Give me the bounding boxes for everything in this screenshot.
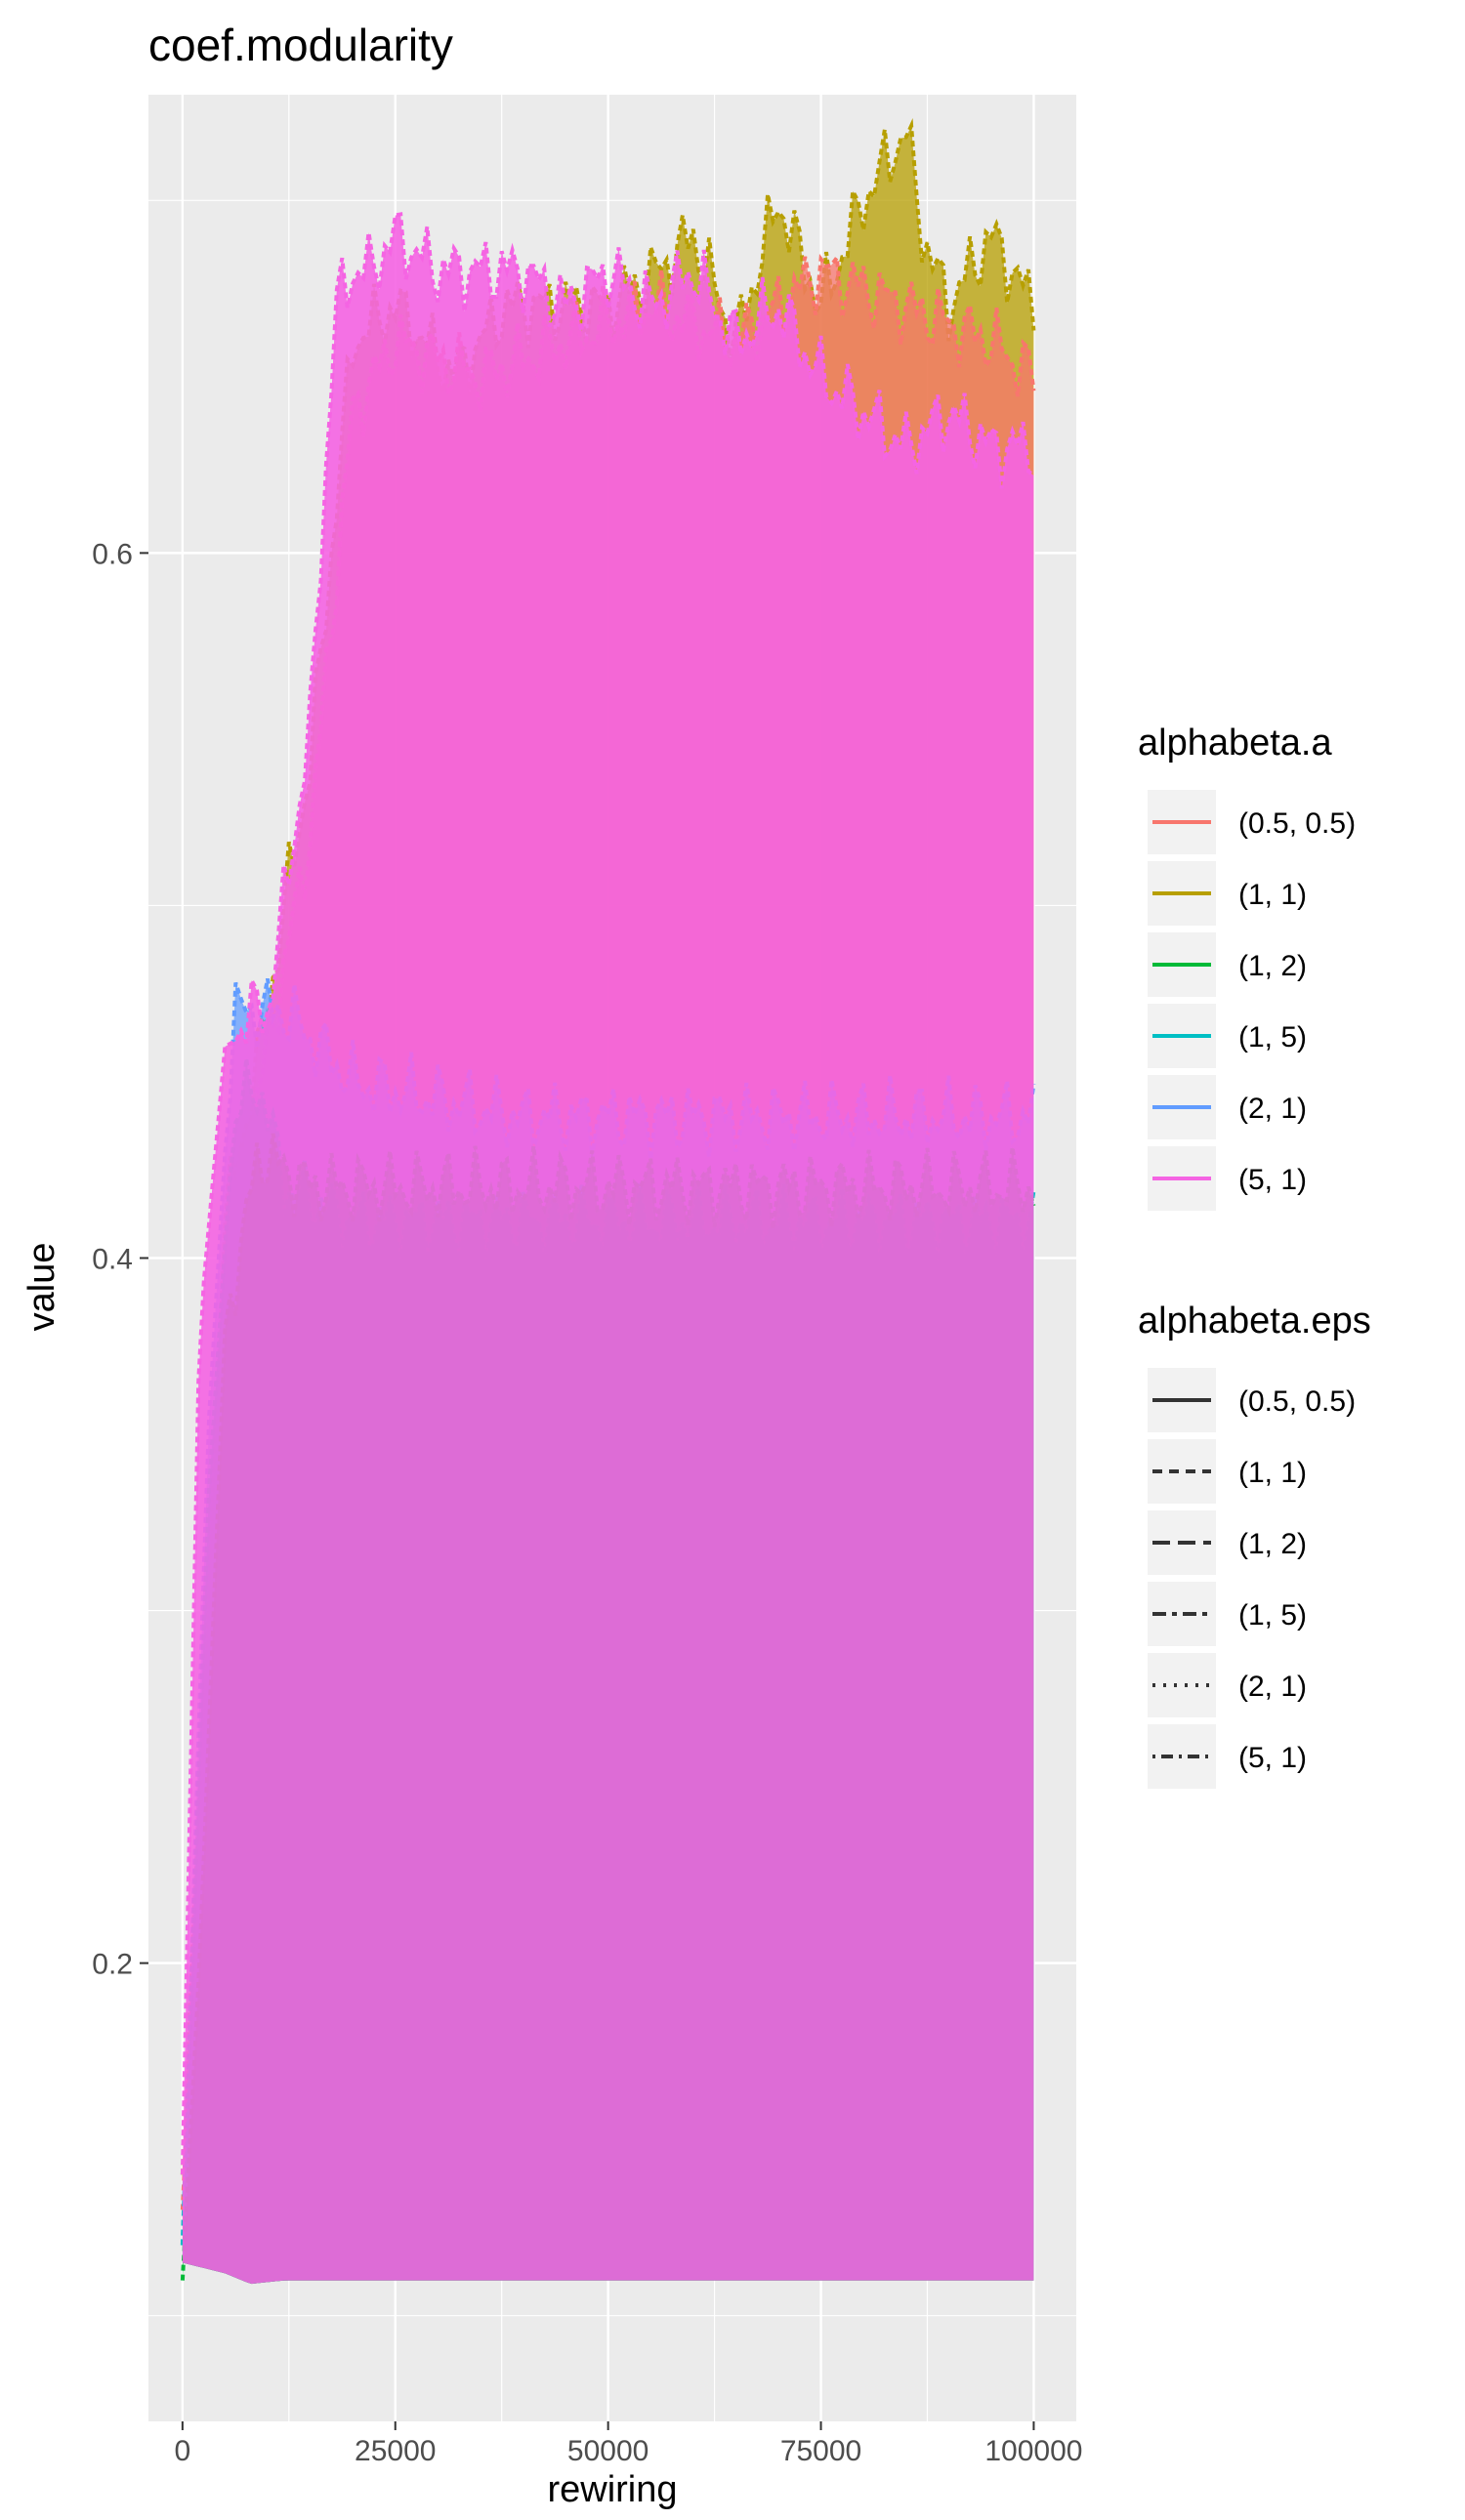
legend-label: (1, 1): [1238, 879, 1307, 911]
legend-label: (5, 1): [1238, 1742, 1307, 1774]
x-tick-label: 50000: [567, 2435, 649, 2467]
y-tick-labels: 0.2 0.4 0.6: [92, 538, 133, 1980]
legend-label: (2, 1): [1238, 1671, 1307, 1703]
legend-label: (5, 1): [1238, 1164, 1307, 1196]
legend-label: (1, 2): [1238, 1528, 1307, 1560]
x-axis-title: rewiring: [547, 2469, 677, 2510]
x-tick-label: 25000: [355, 2435, 436, 2467]
legend-linetype: alphabeta.eps (0.5, 0.5) (1, 1) (1, 2) (1, …: [1138, 1301, 1371, 1789]
legend-label: (1, 1): [1238, 1457, 1307, 1489]
legend-key: [1148, 1653, 1216, 1717]
legend-color: alphabeta.a (0.5, 0.5) (1, 1) (1, 2) (1, 5)…: [1138, 723, 1356, 1211]
legend-label: (1, 5): [1238, 1599, 1307, 1632]
y-axis-title: value: [21, 1243, 63, 1332]
x-tick-label: 75000: [780, 2435, 861, 2467]
y-tick-label: 0.6: [92, 538, 133, 570]
x-tick-label: 100000: [984, 2435, 1082, 2467]
legend-linetype-title: alphabeta.eps: [1138, 1301, 1371, 1342]
chart-title: coef.modularity: [148, 20, 453, 70]
y-tick-label: 0.4: [92, 1244, 133, 1276]
x-tick-label: 0: [175, 2435, 191, 2467]
legend-label: (1, 5): [1238, 1021, 1307, 1053]
legend-label: (1, 2): [1238, 950, 1307, 982]
legend-label: (0.5, 0.5): [1238, 1385, 1356, 1418]
y-tick-label: 0.2: [92, 1949, 133, 1981]
data-layer: [180, 117, 1036, 2285]
series-line: [180, 212, 1035, 2175]
x-tick-labels: 0 25000 50000 75000 100000: [175, 2435, 1083, 2467]
legend-label: (2, 1): [1238, 1093, 1307, 1125]
axis-ticks: [140, 552, 1035, 2430]
legend-label: (0.5, 0.5): [1238, 807, 1356, 840]
legend-color-title: alphabeta.a: [1138, 723, 1332, 764]
series-band: [182, 214, 1034, 2285]
